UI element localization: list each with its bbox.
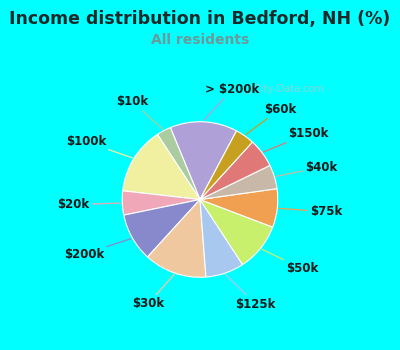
Text: ⓘ City-Data.com: ⓘ City-Data.com (246, 84, 324, 94)
Text: Income distribution in Bedford, NH (%): Income distribution in Bedford, NH (%) (9, 10, 391, 28)
Text: > $200k: > $200k (204, 83, 260, 120)
Wedge shape (200, 199, 242, 277)
Wedge shape (200, 166, 277, 199)
Wedge shape (158, 128, 200, 200)
Text: $100k: $100k (66, 135, 132, 158)
Wedge shape (123, 134, 200, 200)
Wedge shape (148, 199, 206, 277)
Text: $125k: $125k (226, 275, 276, 310)
Text: $60k: $60k (246, 103, 296, 135)
Wedge shape (124, 199, 200, 257)
Wedge shape (200, 189, 278, 227)
Wedge shape (200, 142, 270, 200)
Wedge shape (122, 191, 200, 215)
Text: $50k: $50k (262, 249, 318, 275)
Wedge shape (170, 122, 236, 200)
Text: $40k: $40k (276, 161, 338, 176)
Wedge shape (200, 131, 252, 200)
Wedge shape (200, 199, 273, 265)
Text: $30k: $30k (132, 274, 174, 310)
Text: $75k: $75k (279, 205, 342, 218)
Text: $20k: $20k (58, 198, 121, 211)
Text: $150k: $150k (264, 127, 329, 152)
Text: $200k: $200k (64, 239, 131, 260)
Text: All residents: All residents (151, 33, 249, 47)
Text: $10k: $10k (116, 95, 163, 129)
